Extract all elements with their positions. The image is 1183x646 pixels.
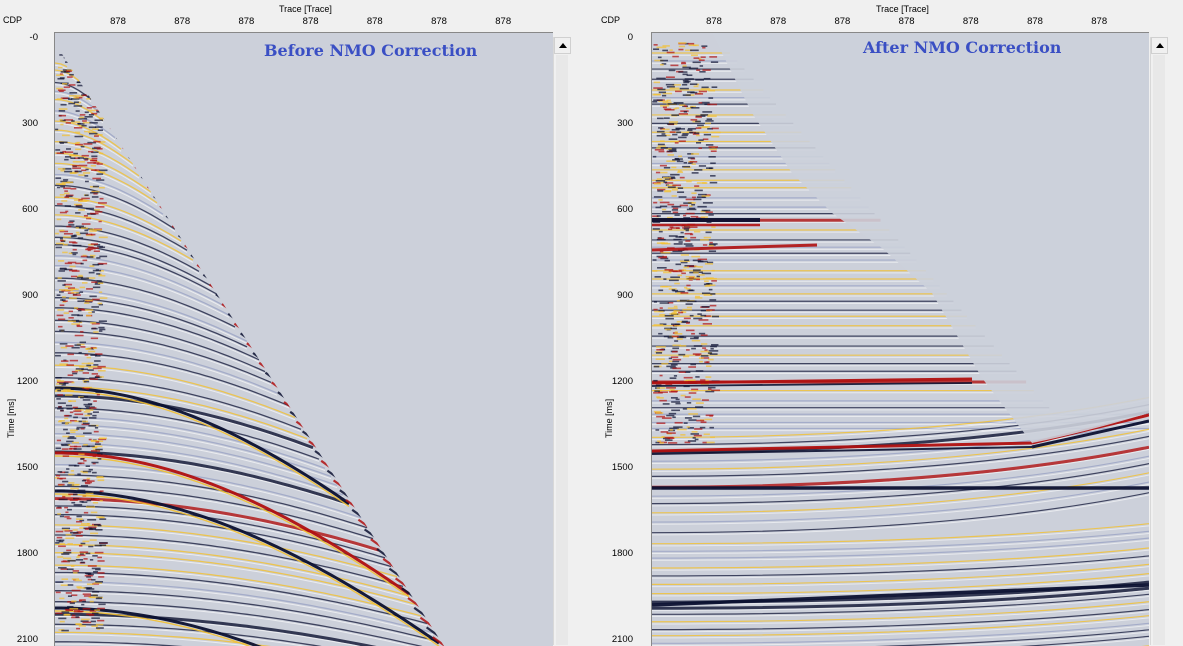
trace-tick-label: 878 bbox=[431, 16, 447, 27]
scroll-track[interactable] bbox=[556, 55, 568, 645]
trace-tick-label: 878 bbox=[303, 16, 319, 27]
trace-tick-label: 878 bbox=[899, 16, 915, 27]
plot-title: Before NMO Correction bbox=[264, 41, 477, 60]
time-axis-label: Time [ms] bbox=[604, 399, 614, 438]
trace-tick-label: 878 bbox=[834, 16, 850, 27]
trace-tick-label: 878 bbox=[110, 16, 126, 27]
time-tick-label: 600 bbox=[0, 204, 38, 215]
time-tick-label: 1800 bbox=[0, 548, 38, 559]
seismic-traces bbox=[55, 33, 553, 646]
time-tick-label: 900 bbox=[593, 290, 633, 301]
plot-title: After NMO Correction bbox=[863, 38, 1061, 57]
scroll-up-icon[interactable] bbox=[1151, 37, 1168, 54]
mute-zone bbox=[55, 33, 553, 646]
trace-tick-label: 878 bbox=[495, 16, 511, 27]
time-tick-label: 1200 bbox=[0, 376, 38, 387]
seismic-gather-plot[interactable]: After NMO Correction bbox=[651, 32, 1149, 646]
time-tick-label: 300 bbox=[593, 118, 633, 129]
time-tick-label: 0 bbox=[593, 32, 633, 43]
time-tick-label: 1200 bbox=[593, 376, 633, 387]
scroll-track[interactable] bbox=[1153, 55, 1165, 645]
time-tick-label: 2100 bbox=[0, 634, 38, 645]
seismic-event bbox=[652, 495, 1149, 535]
trace-tick-label: 878 bbox=[706, 16, 722, 27]
trace-tick-label: 878 bbox=[1027, 16, 1043, 27]
vertical-scrollbar[interactable] bbox=[553, 37, 571, 645]
time-tick-label: 1800 bbox=[593, 548, 633, 559]
seismic-event bbox=[55, 398, 313, 450]
trace-tick-label: 878 bbox=[1091, 16, 1107, 27]
trace-tick-label: 878 bbox=[174, 16, 190, 27]
time-axis-label: Time [ms] bbox=[6, 399, 16, 438]
trace-tick-label: 878 bbox=[963, 16, 979, 27]
trace-tick-label: 878 bbox=[770, 16, 786, 27]
time-tick-label: 600 bbox=[593, 204, 633, 215]
time-tick-label: 1500 bbox=[593, 462, 633, 473]
time-tick-label: 1500 bbox=[0, 462, 38, 473]
seismic-event bbox=[652, 623, 1149, 643]
cdp-label: CDP bbox=[601, 15, 620, 25]
trace-tick-label: 878 bbox=[367, 16, 383, 27]
time-tick-label: 900 bbox=[0, 290, 38, 301]
cdp-label: CDP bbox=[3, 15, 22, 25]
time-tick-label: 300 bbox=[0, 118, 38, 129]
scroll-up-icon[interactable] bbox=[554, 37, 571, 54]
time-tick-label: -0 bbox=[0, 32, 38, 43]
seismic-traces bbox=[652, 33, 1149, 646]
vertical-scrollbar[interactable] bbox=[1150, 37, 1168, 645]
trace-tick-label: 878 bbox=[238, 16, 254, 27]
time-tick-label: 2100 bbox=[593, 634, 633, 645]
trace-axis-label: Trace [Trace] bbox=[876, 4, 929, 14]
trace-axis-label: Trace [Trace] bbox=[279, 4, 332, 14]
seismic-gather-plot[interactable]: Before NMO Correction bbox=[54, 32, 553, 646]
